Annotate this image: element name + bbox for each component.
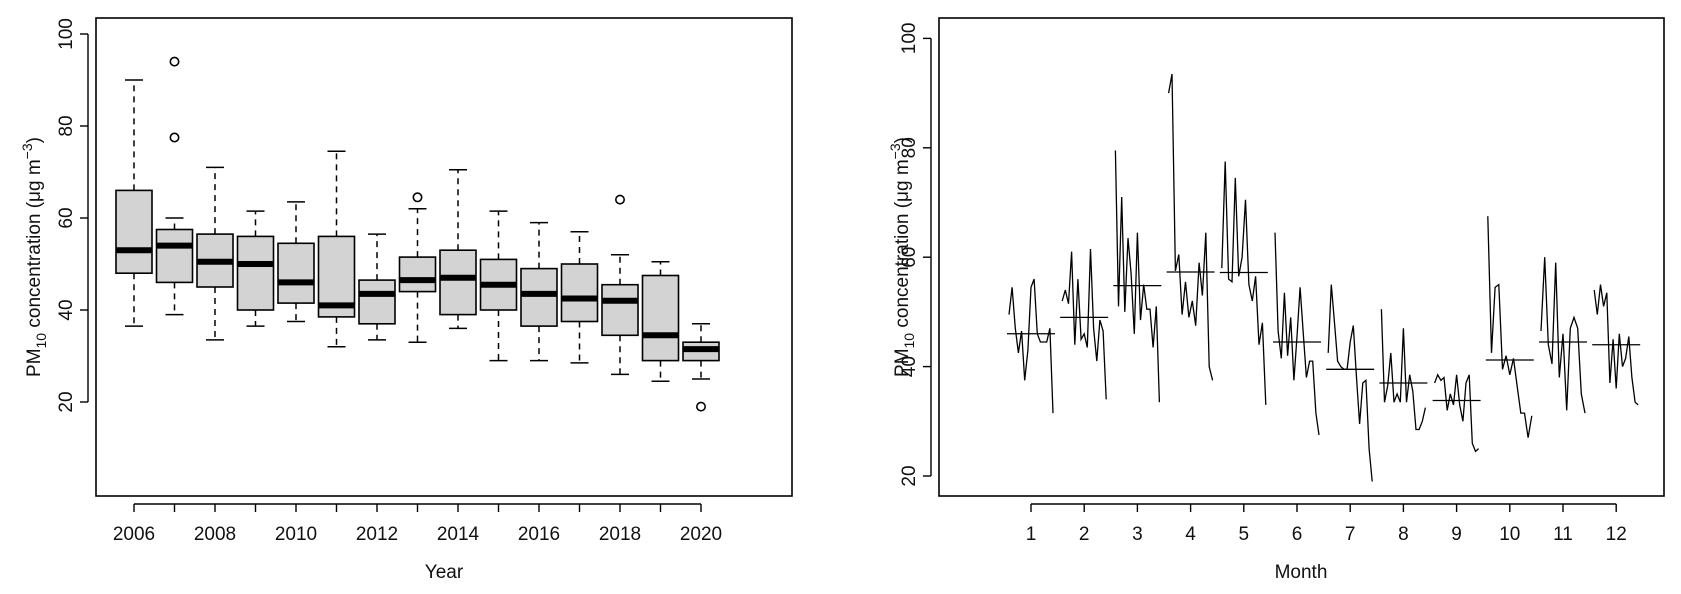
boxplot-y-title-mid: concentration (μg m xyxy=(24,159,45,333)
monthly-y-title-post: ) xyxy=(892,137,913,143)
box-iqr-2009 xyxy=(236,235,275,311)
monthly-x-tick-label: 10 xyxy=(1499,524,1520,545)
month-series-line-5 xyxy=(1221,161,1267,405)
box-iqr-2016 xyxy=(520,267,558,327)
boxplot-y-tick-label: 80 xyxy=(56,115,77,136)
monthly-x-axis: 1 2 3 4 5 6 7 8 9 10 11 12 xyxy=(1026,503,1627,545)
monthly-x-title: Month xyxy=(1275,562,1328,583)
monthly-y-tick-label: 100 xyxy=(899,23,920,55)
boxplot-x-tick-label: 2018 xyxy=(599,524,641,545)
boxplot-x-tick-label: 2012 xyxy=(356,524,398,545)
monthly-x-tick-label: 1 xyxy=(1026,524,1037,545)
boxplot-y-title-sup: −3 xyxy=(19,143,35,159)
month-series-line-1 xyxy=(1008,278,1054,414)
box-iqr-2013 xyxy=(398,256,437,293)
boxplot-boxes xyxy=(115,56,720,412)
boxplot-x-tick-label: 2010 xyxy=(275,524,317,545)
monthly-series xyxy=(1007,73,1641,482)
month-series-line-3 xyxy=(1114,150,1161,403)
box-outlier-2013 xyxy=(412,192,423,203)
monthly-x-tick-label: 6 xyxy=(1292,524,1303,545)
boxplot-y-tick-label: 40 xyxy=(56,299,77,320)
month-series-line-12 xyxy=(1593,284,1639,406)
boxplot-y-tick-label: 100 xyxy=(56,18,77,50)
boxplot-y-title-pre: PM xyxy=(24,348,45,377)
month-series-line-6 xyxy=(1274,232,1320,436)
boxplot-x-tick-label: 2008 xyxy=(194,524,236,545)
boxplot-x-tick-label: 2014 xyxy=(437,524,480,545)
boxplot-y-axis: 20 40 60 80 100 xyxy=(56,18,89,413)
boxplot-y-tick-label: 60 xyxy=(56,207,77,228)
monthly-y-tick-label: 20 xyxy=(899,465,920,486)
monthly-y-tick-label: 40 xyxy=(899,356,920,377)
month-series-line-10 xyxy=(1487,216,1533,438)
month-series-line-11 xyxy=(1540,257,1586,414)
box-iqr-2010 xyxy=(277,242,315,304)
box-outlier-2018 xyxy=(614,194,625,205)
monthly-y-tick-label: 60 xyxy=(899,247,920,268)
monthly-y-title-sub: 10 xyxy=(901,333,917,349)
monthly-y-title-sup: −3 xyxy=(887,143,903,159)
box-iqr-2006 xyxy=(115,189,153,274)
box-iqr-2014 xyxy=(439,249,477,316)
box-iqr-2017 xyxy=(560,263,599,323)
monthly-x-tick-label: 9 xyxy=(1451,524,1462,545)
monthly-y-axis: 20 40 60 80 100 xyxy=(899,23,932,487)
boxplot-y-title-post: ) xyxy=(24,137,45,143)
box-iqr-2007 xyxy=(155,228,194,284)
boxplot-panel: 20 40 60 80 100 2006 2008 2010 2012 2014 2016 2018… xyxy=(19,17,793,583)
boxplot-y-title-sub: 10 xyxy=(33,333,49,349)
month-series-line-2 xyxy=(1061,248,1107,400)
box-outlier-2007 xyxy=(169,132,180,143)
monthly-x-tick-label: 11 xyxy=(1553,524,1573,545)
boxplot-frame xyxy=(95,17,793,497)
boxplot-y-title: PM10 concentration (μg m−3) xyxy=(19,137,49,377)
monthly-x-tick-label: 12 xyxy=(1606,524,1627,545)
month-series-line-8 xyxy=(1380,309,1427,431)
box-outlier-2020 xyxy=(695,401,706,412)
boxplot-x-title: Year xyxy=(425,562,464,583)
monthly-x-tick-label: 2 xyxy=(1079,524,1090,545)
monthly-x-tick-label: 5 xyxy=(1239,524,1250,545)
monthly-x-tick-label: 3 xyxy=(1132,524,1143,545)
month-series-line-4 xyxy=(1167,73,1214,381)
boxplot-x-axis: 2006 2008 2010 2012 2014 2016 2018 2020 xyxy=(113,503,722,545)
monthly-y-title-mid: concentration (μg m xyxy=(892,159,913,333)
monthly-x-tick-label: 4 xyxy=(1185,524,1196,545)
box-iqr-2019 xyxy=(641,274,680,362)
monthly-y-tick-label: 80 xyxy=(899,137,920,158)
month-series-line-7 xyxy=(1327,284,1373,482)
box-iqr-2018 xyxy=(601,283,639,337)
monthly-y-title: PM10 concentration (μg m−3) xyxy=(887,137,917,377)
monthly-x-tick-label: 8 xyxy=(1398,524,1409,545)
box-outlier-2007 xyxy=(169,56,180,67)
boxplot-x-tick-label: 2006 xyxy=(113,524,155,545)
monthly-line-frame xyxy=(938,17,1665,497)
monthly-x-tick-label: 7 xyxy=(1345,524,1356,545)
month-series-line-9 xyxy=(1433,373,1480,453)
box-iqr-2012 xyxy=(358,279,396,325)
boxplot-x-tick-label: 2020 xyxy=(680,524,722,545)
boxplot-x-tick-label: 2016 xyxy=(518,524,560,545)
monthly-y-title-pre: PM xyxy=(892,348,913,377)
boxplot-y-tick-label: 20 xyxy=(56,391,77,412)
